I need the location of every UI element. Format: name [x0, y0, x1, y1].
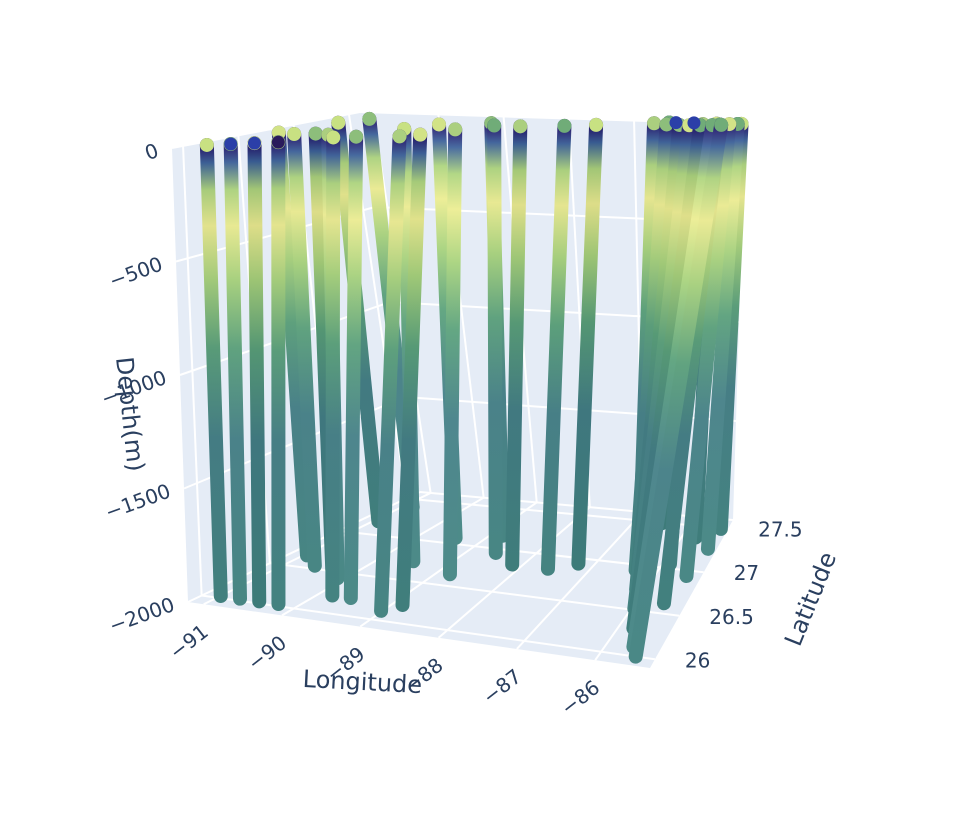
- surface-point[interactable]: [362, 111, 377, 126]
- surface-point-dark[interactable]: [669, 116, 683, 130]
- profile-column[interactable]: [287, 127, 322, 573]
- profile-column[interactable]: [374, 129, 407, 618]
- y-grid-line: [182, 145, 203, 596]
- y-tick-label: 26: [685, 648, 710, 672]
- surface-point-dark[interactable]: [271, 135, 285, 149]
- surface-point[interactable]: [513, 119, 528, 134]
- z-tick-label: −2000: [106, 592, 178, 638]
- x-grid-line: [516, 511, 644, 650]
- surface-point-dark[interactable]: [224, 137, 238, 151]
- surface-point[interactable]: [647, 116, 662, 131]
- x-grid-line: [437, 506, 591, 639]
- z-tick-label: −500: [106, 252, 166, 293]
- profile-column[interactable]: [679, 117, 737, 584]
- x-tick-label: −87: [478, 664, 526, 709]
- surface-point[interactable]: [714, 117, 729, 132]
- profile-column[interactable]: [442, 122, 463, 582]
- data-marks: [199, 111, 749, 664]
- surface-point[interactable]: [487, 118, 502, 133]
- z-tick-label: −1500: [102, 479, 174, 525]
- y-tick-label: 27.5: [758, 518, 803, 542]
- profile-column[interactable]: [487, 118, 503, 560]
- surface-point[interactable]: [431, 117, 446, 132]
- surface-point[interactable]: [199, 137, 214, 152]
- surface-point[interactable]: [589, 117, 604, 132]
- surface-point[interactable]: [331, 115, 346, 130]
- surface-point[interactable]: [448, 122, 463, 137]
- profile-column[interactable]: [505, 119, 528, 572]
- z-tick-label: 0: [142, 138, 162, 165]
- floor: [188, 492, 733, 668]
- profile-column[interactable]: [325, 130, 341, 603]
- surface-point[interactable]: [392, 129, 407, 144]
- profile-column[interactable]: [343, 129, 364, 606]
- profile-column[interactable]: [199, 137, 228, 603]
- surface-point[interactable]: [308, 126, 323, 141]
- surface-point-dark[interactable]: [687, 116, 701, 130]
- profile-column[interactable]: [540, 118, 572, 576]
- profile-column[interactable]: [223, 137, 248, 606]
- x-axis-label: Longitude: [302, 665, 423, 699]
- y-tick-label: 27: [734, 561, 759, 585]
- x-tick-label: −86: [556, 675, 604, 720]
- x-tick-label: −90: [243, 630, 291, 675]
- y-axis-label: Latitude: [779, 548, 842, 650]
- surface-point[interactable]: [326, 130, 341, 145]
- profile-column[interactable]: [628, 117, 729, 664]
- surface-point-dark[interactable]: [247, 136, 261, 150]
- surface-point[interactable]: [557, 118, 572, 133]
- surface-point[interactable]: [413, 127, 428, 142]
- y-tick-label: 26.5: [709, 605, 754, 629]
- x-tick-label: −91: [165, 619, 213, 664]
- profile-column[interactable]: [700, 116, 745, 556]
- profile-column[interactable]: [247, 136, 267, 609]
- profile-column[interactable]: [395, 127, 428, 613]
- surface-point[interactable]: [349, 129, 364, 144]
- profile-column[interactable]: [571, 117, 604, 571]
- surface-point[interactable]: [287, 127, 302, 142]
